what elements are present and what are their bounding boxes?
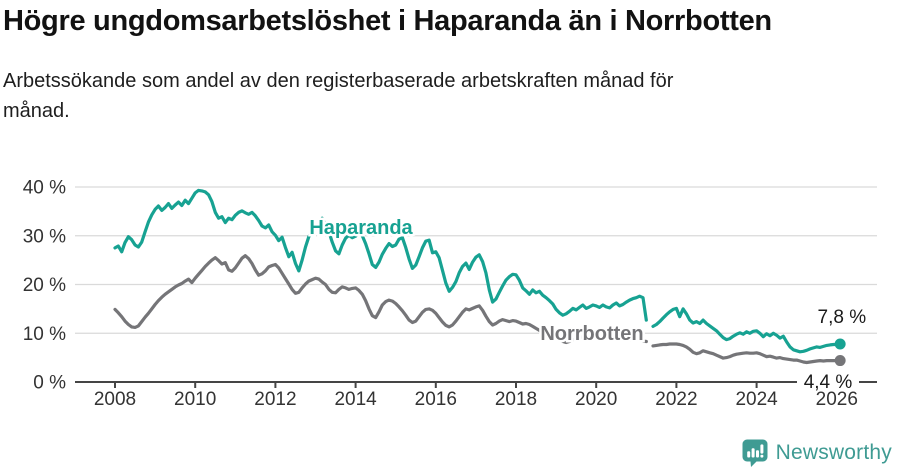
- end-value-label-haparanda: 7,8 %: [818, 307, 867, 328]
- haparanda-line: [113, 188, 842, 354]
- newsworthy-speech-bubble-chart-icon: [742, 439, 768, 467]
- x-tick-label: 2012: [254, 389, 296, 410]
- y-tick-label: 0 %: [33, 373, 66, 394]
- haparanda-end-dot: [834, 338, 846, 350]
- end-value-label-norrbotten: 4,4 %: [804, 372, 853, 393]
- x-tick-label: 2008: [94, 389, 136, 410]
- x-tick-label: 2014: [334, 389, 377, 410]
- y-tick-label: 10 %: [23, 324, 66, 345]
- x-tick-label: 2010: [174, 389, 216, 410]
- x-tick-label: 2018: [495, 389, 537, 410]
- x-tick-label: 2022: [655, 389, 697, 410]
- norrbotten-line: [113, 254, 842, 365]
- chart-subtitle: Arbetssökande som andel av den registerb…: [3, 70, 674, 122]
- x-tick-label: 2024: [735, 389, 778, 410]
- x-tick-label: 2020: [575, 389, 617, 410]
- x-tick-label: 2016: [415, 389, 457, 410]
- newsworthy-logo: Newsworthy: [741, 438, 892, 468]
- page-title: Högre ungdomsarbetslöshet i Haparanda än…: [3, 5, 772, 37]
- y-tick-label: 30 %: [23, 226, 66, 247]
- brand-name: Newsworthy: [775, 441, 892, 464]
- haparanda-series-label: Haparanda: [309, 217, 413, 239]
- end-value-label-mask: [797, 371, 859, 391]
- y-tick-label: 20 %: [23, 275, 66, 296]
- norrbotten-end-dot: [834, 355, 846, 367]
- x-tick-label: 2026: [816, 389, 858, 410]
- y-tick-label: 40 %: [23, 178, 66, 199]
- norrbotten-series-label: Norrbotten: [540, 323, 643, 345]
